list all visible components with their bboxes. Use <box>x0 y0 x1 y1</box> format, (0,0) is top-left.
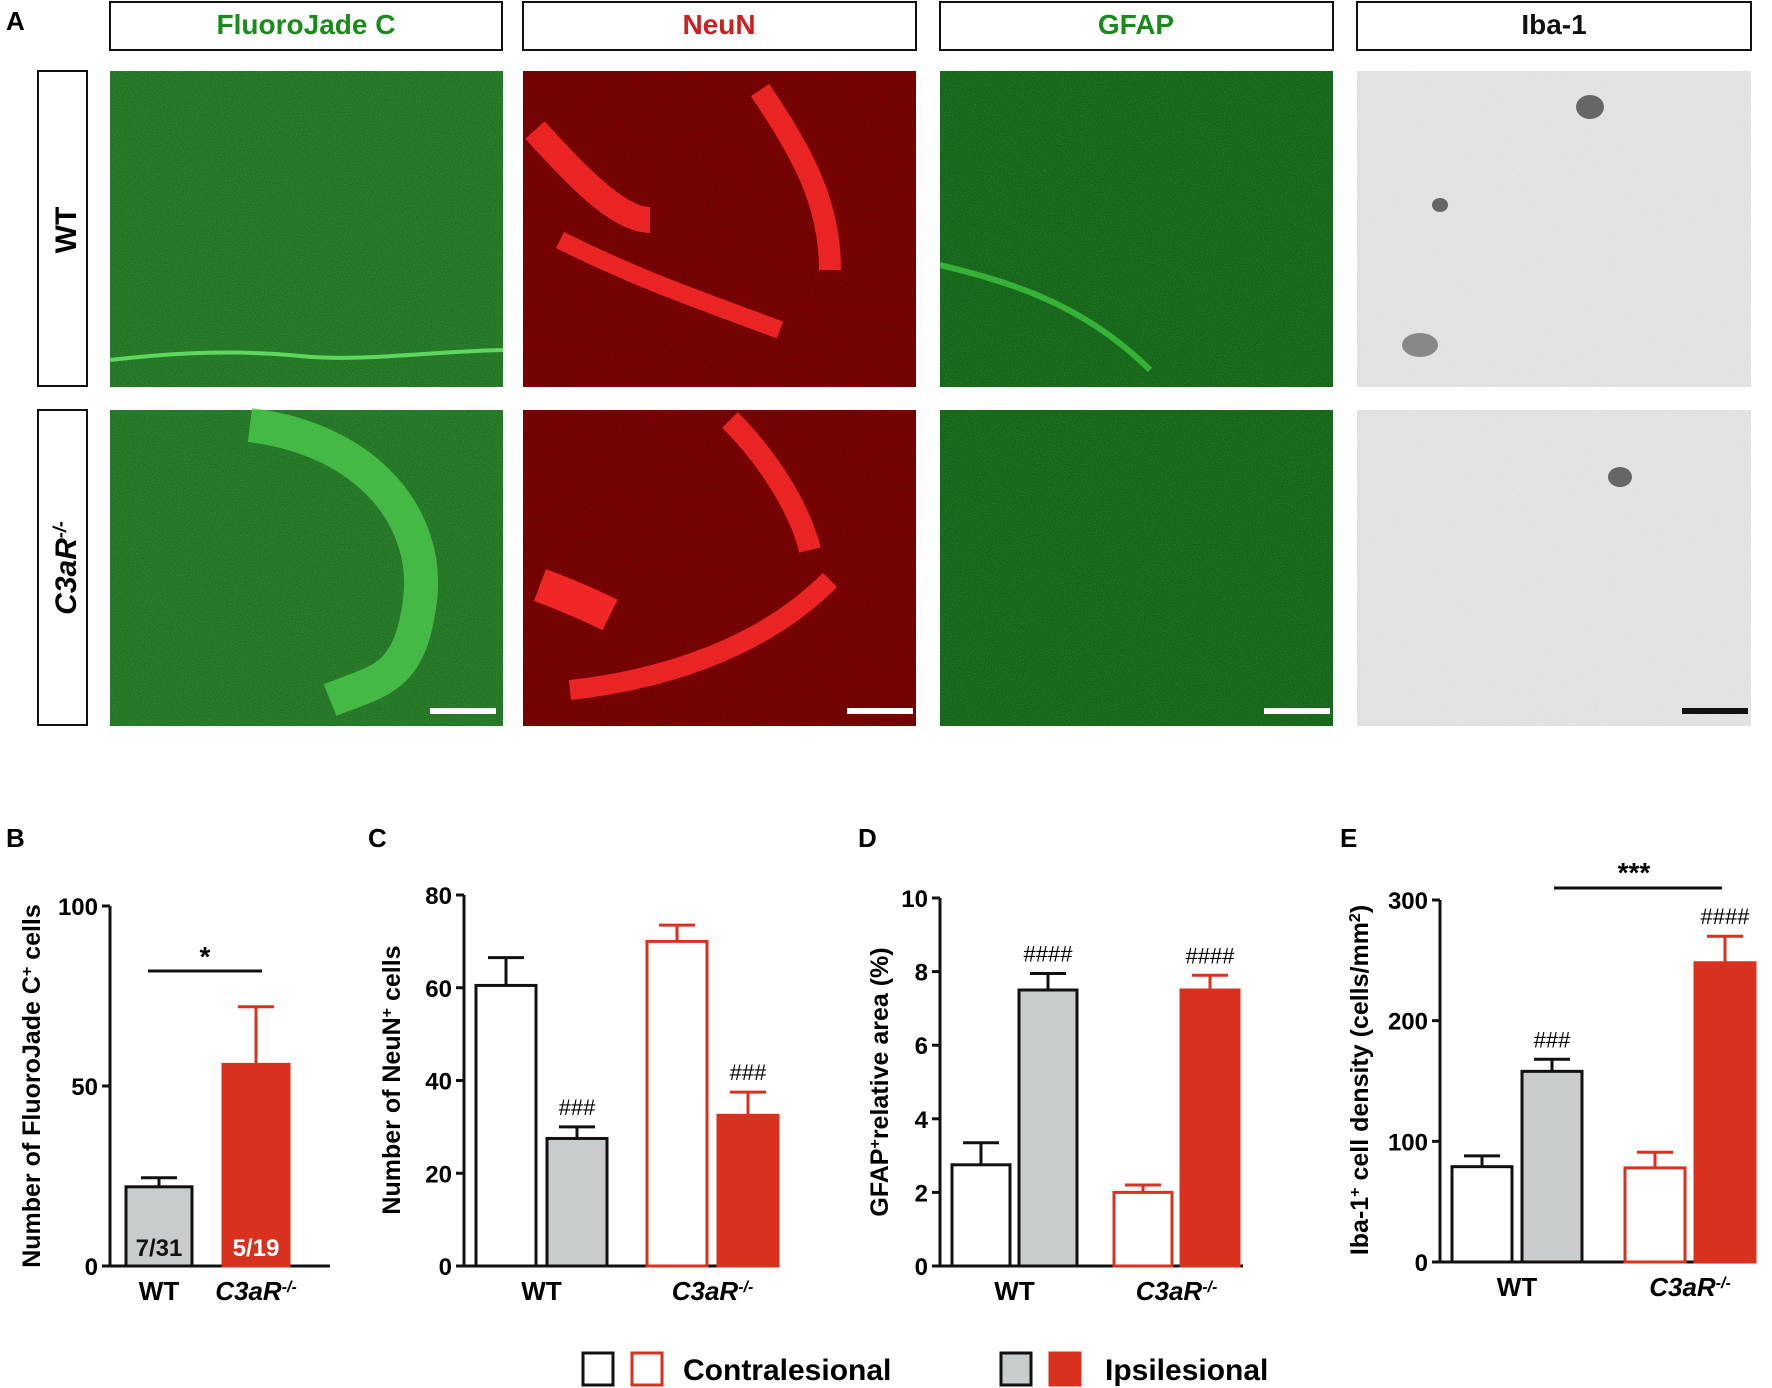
chart-c: 0 20 40 60 80 Number of NeuN+ cells ### ### WT C3… <box>378 883 780 1306</box>
y-axis-label-e: Iba-1+ cell density (cells/mm2) <box>1346 905 1374 1255</box>
row-box-c3ar <box>37 409 88 726</box>
header-box-neun <box>522 1 917 51</box>
annotation-c-1-1: ### <box>730 1060 767 1085</box>
y-tick-label-d-4: 8 <box>915 960 928 987</box>
y-axis-label-d: GFAP+relative area (%) <box>866 947 894 1216</box>
x-tick-label-d-0: WT <box>994 1276 1035 1306</box>
header-box-gfap <box>939 1 1334 51</box>
x-tick-label-e-0: WT <box>1497 1272 1538 1302</box>
column-headers: FluoroJade C NeuN GFAP Iba-1 <box>109 1 1752 51</box>
scale-bar-1 <box>430 708 496 714</box>
bar-e-1-1 <box>1693 961 1757 1264</box>
legend-swatch-ko-contra <box>630 1351 664 1387</box>
y-tick-label-d-2: 4 <box>915 1107 929 1134</box>
y-axis-label-c: Number of NeuN+ cells <box>378 945 406 1214</box>
y-tick-label-c-4: 80 <box>425 883 452 910</box>
sig-label-e: *** <box>1618 857 1651 888</box>
bar-d-0-0 <box>950 1163 1012 1268</box>
sig-label-b: * <box>200 941 211 972</box>
legend-swatch-wt-ipsi <box>999 1351 1033 1387</box>
panel-e-label: E <box>1340 823 1357 853</box>
annotation-d-1-0: #### <box>1024 941 1074 966</box>
bar-d-1-0 <box>1017 988 1079 1268</box>
bar-b-0 <box>124 1185 194 1268</box>
row-label-wt: WT <box>50 207 83 254</box>
x-tick-label-b-1: C3aR-/- <box>215 1276 297 1306</box>
x-tick-label-c-0: WT <box>521 1276 562 1306</box>
scale-bar-4 <box>1682 708 1748 714</box>
y-tick-label-b-0: 0 <box>85 1254 98 1281</box>
bar-e-0-0 <box>1450 1165 1514 1264</box>
bar-c-1-0 <box>545 1136 609 1268</box>
header-iba1: Iba-1 <box>1521 9 1586 40</box>
y-tick-label-e-3: 300 <box>1388 888 1428 915</box>
chart-b: 0 50 100 Number of FluoroJade C+ cells 7/31 W… <box>18 894 330 1306</box>
panel-c-label: C <box>368 823 387 853</box>
micrograph-c3ar-neun <box>523 410 916 726</box>
y-tick-label-d-0: 0 <box>915 1254 928 1281</box>
annotation-d-1-1: #### <box>1186 943 1236 968</box>
panel-d-label: D <box>858 823 877 853</box>
bar-c-0-1 <box>645 939 709 1268</box>
y-tick-label-c-3: 60 <box>425 976 452 1003</box>
legend-contralesional: Contralesional <box>683 1354 891 1387</box>
y-tick-label-c-1: 20 <box>425 1161 452 1188</box>
bar-c-1-1 <box>716 1113 780 1268</box>
y-tick-label-e-0: 0 <box>1415 1250 1428 1277</box>
annotation-c-1-0: ### <box>559 1095 596 1120</box>
micrograph-grid <box>109 71 1751 726</box>
y-tick-label-d-5: 10 <box>901 886 928 913</box>
x-tick-label-b-0: WT <box>139 1276 180 1306</box>
header-fluorojade: FluoroJade C <box>217 9 396 40</box>
row-box-wt <box>37 70 88 387</box>
row-labels: WT C3aR-/- <box>37 70 88 726</box>
y-tick-label-d-3: 6 <box>915 1033 928 1060</box>
bar-e-1-0 <box>1520 1069 1584 1264</box>
legend-swatch-wt-contra <box>581 1351 615 1387</box>
y-tick-label-e-2: 200 <box>1388 1009 1428 1036</box>
chart-e: 0 100 200 300 Iba-1+ cell density (cells/mm2… <box>1346 857 1757 1302</box>
header-gfap: GFAP <box>1098 9 1174 40</box>
y-tick-label-b-2: 100 <box>58 894 98 921</box>
micrograph-c3ar-gfap <box>940 410 1333 726</box>
y-tick-label-d-1: 2 <box>915 1180 928 1207</box>
y-tick-label-e-1: 100 <box>1388 1129 1428 1156</box>
micrograph-c3ar-iba1 <box>1357 410 1751 726</box>
y-tick-label-b-1: 50 <box>71 1074 98 1101</box>
bar-d-0-1 <box>1112 1190 1174 1268</box>
micrograph-wt-gfap <box>939 71 1333 387</box>
micrograph-wt-iba1 <box>1357 71 1751 387</box>
scale-bar-3 <box>1264 708 1330 714</box>
legend-ipsilesional: Ipsilesional <box>1105 1354 1268 1387</box>
x-tick-label-d-1: C3aR-/- <box>1136 1276 1218 1306</box>
bar-label-b-0: 7/31 <box>136 1235 183 1262</box>
panel-b-label: B <box>6 823 25 853</box>
annotation-e-1-0: ### <box>1534 1027 1571 1052</box>
legend: Contralesional Ipsilesional <box>581 1351 1268 1387</box>
bar-label-b-1: 5/19 <box>233 1235 280 1262</box>
y-tick-label-c-2: 40 <box>425 1069 452 1096</box>
legend-swatch-ko-ipsi <box>1048 1351 1082 1387</box>
y-tick-label-c-0: 0 <box>439 1254 452 1281</box>
bar-b-1 <box>221 1062 291 1268</box>
x-tick-label-c-1: C3aR-/- <box>672 1276 754 1306</box>
header-box-iba1 <box>1356 1 1752 51</box>
micrograph-wt-neun <box>523 71 916 387</box>
x-tick-label-e-1: C3aR-/- <box>1649 1272 1731 1302</box>
annotation-e-1-1: #### <box>1701 904 1751 929</box>
chart-d: 0 2 4 6 8 10 GFAP+relative area (%) #### #### WT C… <box>866 886 1243 1306</box>
micrograph-c3ar-fluorojade <box>110 408 503 726</box>
row-label-c3ar: C3aR-/- <box>50 521 83 615</box>
bar-d-1-1 <box>1179 988 1241 1268</box>
bar-e-0-1 <box>1623 1166 1687 1264</box>
bar-c-0-0 <box>474 983 538 1268</box>
header-neun: NeuN <box>682 9 755 40</box>
y-axis-label-b: Number of FluoroJade C+ cells <box>18 904 46 1268</box>
micrograph-wt-fluorojade <box>109 71 504 387</box>
scale-bar-2 <box>847 708 913 714</box>
panel-a-label: A <box>6 6 25 36</box>
header-box-fluorojade <box>109 1 503 51</box>
